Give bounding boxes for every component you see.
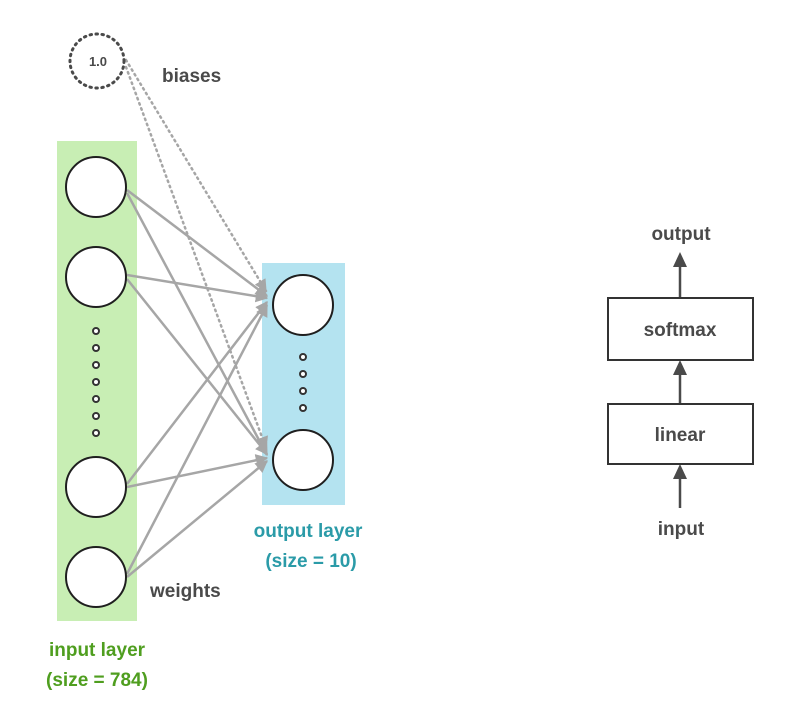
linear-box [607, 403, 754, 465]
biases-label: biases [162, 66, 221, 87]
ellipsis-dot [92, 395, 100, 403]
input-node [65, 456, 127, 518]
bias-node [68, 32, 126, 90]
weight-connection [126, 278, 268, 455]
ellipsis-dot [92, 344, 100, 352]
softmax-box [607, 297, 754, 361]
input-node [65, 546, 127, 608]
output-node [272, 429, 334, 491]
output-layer-title: output layer [254, 521, 363, 542]
weight-connection [126, 273, 269, 303]
weight-connection [126, 301, 268, 485]
ellipsis-dot [299, 404, 307, 412]
input-node [65, 156, 127, 218]
ellipsis-dot [299, 353, 307, 361]
arrowhead-icon [673, 464, 687, 479]
arrowhead-icon [673, 360, 687, 375]
weight-connection [126, 189, 268, 297]
output-layer-ellipsis [299, 353, 307, 412]
input-node [65, 246, 127, 308]
flow-output-label: output [651, 224, 711, 245]
weight-connection [126, 454, 269, 489]
weight-connection [125, 192, 269, 457]
bias-node-value: 1.0 [89, 54, 107, 69]
ellipsis-dot [299, 370, 307, 378]
bias-connection [124, 65, 268, 450]
input-layer-size: (size = 784) [46, 670, 148, 691]
bias-connection [124, 58, 268, 293]
output-node [272, 274, 334, 336]
weight-connection [126, 460, 268, 578]
softmax-label: softmax [644, 320, 717, 341]
weight-connection [125, 303, 269, 575]
bias-connections [124, 58, 268, 450]
flow-arrowheads [673, 252, 687, 479]
input-layer-ellipsis [92, 327, 100, 437]
ellipsis-dot [92, 327, 100, 335]
weight-connections [125, 189, 269, 578]
arrowhead-icon [673, 252, 687, 267]
ellipsis-dot [92, 412, 100, 420]
flow-input-label: input [658, 519, 705, 540]
ellipsis-dot [92, 429, 100, 437]
ellipsis-dot [299, 387, 307, 395]
input-layer-title: input layer [49, 640, 146, 661]
ellipsis-dot [92, 361, 100, 369]
linear-label: linear [655, 425, 706, 446]
weights-label: weights [149, 581, 221, 602]
ellipsis-dot [92, 378, 100, 386]
output-layer-size: (size = 10) [265, 551, 356, 572]
